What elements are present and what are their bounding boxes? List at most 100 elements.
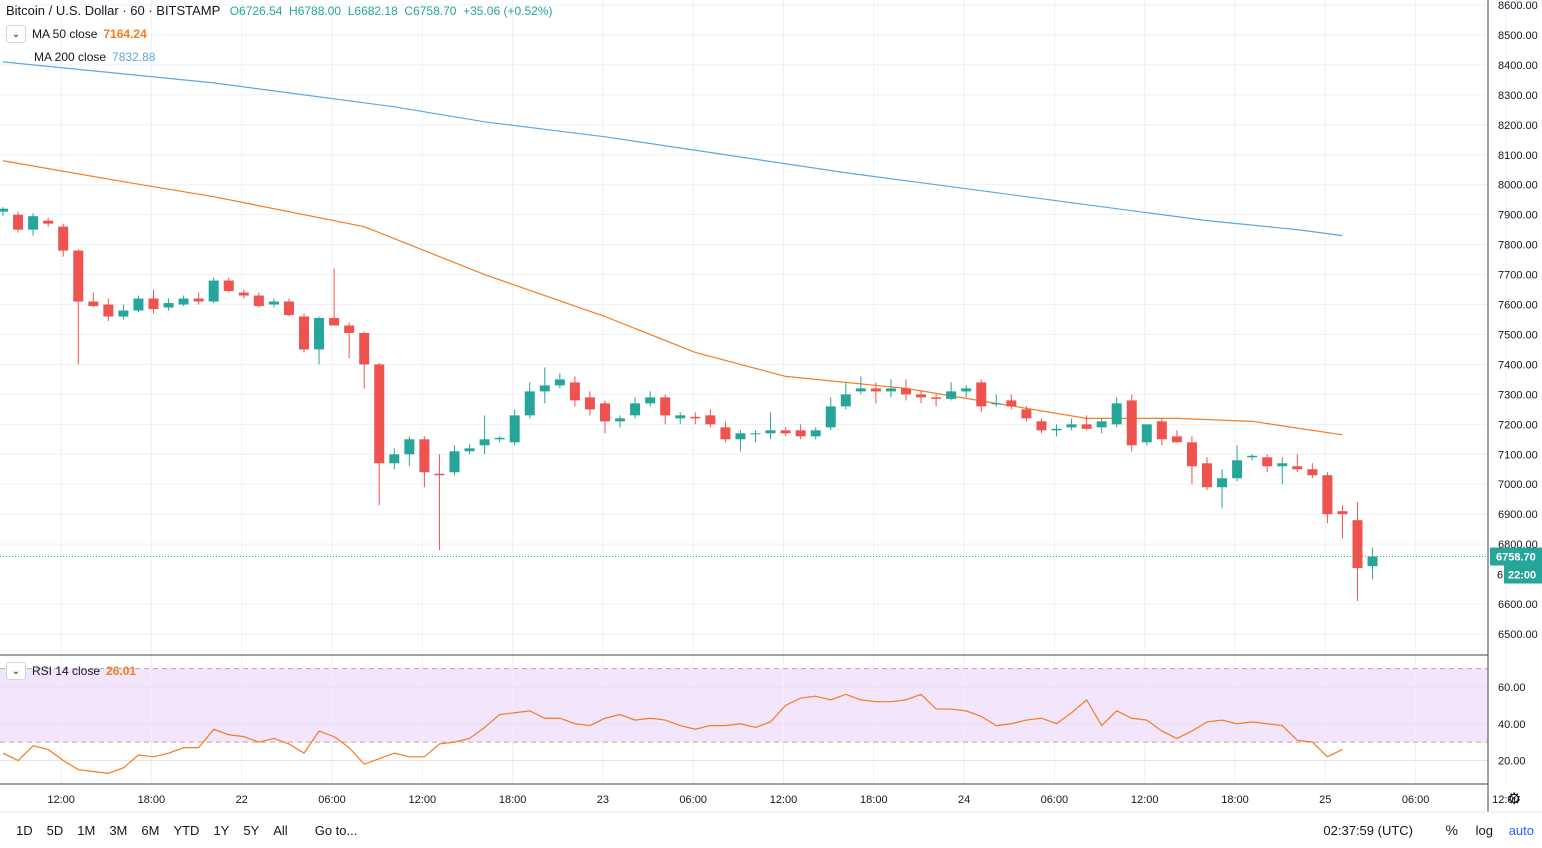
chevron-down-icon: ⌄	[11, 28, 21, 40]
auto-toggle[interactable]: auto	[1508, 823, 1534, 838]
range-ytd[interactable]: YTD	[173, 822, 200, 838]
time-tick-label: 06:00	[679, 794, 707, 806]
candle-up	[1111, 403, 1122, 425]
candle-up	[554, 379, 565, 386]
candle-down	[299, 316, 309, 350]
price-tick-label: 8100.00	[1498, 150, 1538, 162]
utc-clock[interactable]: 02:37:59 (UTC)	[1323, 823, 1413, 838]
candle-down	[1337, 511, 1348, 515]
candle-up	[1367, 556, 1378, 567]
candle-down	[43, 220, 54, 224]
price-tick-label: 7600.00	[1498, 300, 1538, 312]
candle-up	[464, 448, 475, 452]
ohlc-close: C6758.70	[404, 4, 457, 18]
candle-down	[253, 295, 264, 307]
candle-down	[283, 301, 294, 316]
price-tick-label: 7000.00	[1498, 479, 1538, 491]
candle-down	[720, 427, 731, 440]
time-tick-label: 06:00	[318, 794, 346, 806]
range-3m[interactable]: 3M	[109, 822, 128, 838]
candle-up	[615, 418, 626, 422]
candle-down	[660, 397, 671, 416]
time-tick-label: 25	[1319, 794, 1331, 806]
candle-up	[494, 437, 505, 440]
candle-down	[1006, 400, 1017, 407]
candle-down	[359, 332, 370, 365]
candle-down	[193, 298, 204, 302]
range-1y[interactable]: 1Y	[213, 822, 230, 838]
candle-up	[449, 451, 460, 473]
ohlc-change: +35.06 (+0.52%)	[463, 4, 553, 18]
candle-up	[178, 298, 189, 305]
collapse-legend-button[interactable]: ⌄	[6, 25, 26, 43]
candle-down	[103, 304, 114, 317]
range-1d[interactable]: 1D	[16, 822, 33, 838]
price-tick-label: 7900.00	[1498, 210, 1538, 222]
range-all[interactable]: All	[273, 822, 288, 838]
candle-down	[148, 298, 159, 310]
last-price-badge	[1490, 547, 1542, 566]
rsi-line	[2, 693, 1343, 774]
price-tick-label: 7100.00	[1498, 449, 1538, 461]
rsi-label: RSI 14 close	[32, 664, 101, 678]
price-tick-label: 7200.00	[1498, 419, 1538, 431]
price-tick-label: 6500.00	[1498, 629, 1538, 641]
candle-down	[13, 214, 24, 230]
log-toggle[interactable]: log	[1475, 823, 1493, 838]
ohlc-high: H6788.00	[289, 4, 342, 18]
time-tick-label: 22	[236, 794, 248, 806]
price-tick-label: 7400.00	[1498, 359, 1538, 371]
candle-down	[329, 318, 340, 326]
candle-up	[208, 280, 219, 302]
price-tick-label: 8600.00	[1498, 0, 1538, 12]
candle-up	[750, 433, 761, 435]
candle-down	[223, 280, 234, 292]
ma200-legend: MA 200 close 7832.88	[34, 50, 155, 64]
candle-down	[1081, 424, 1092, 429]
candle-up	[961, 388, 972, 392]
candle-down	[58, 226, 69, 251]
candle-down	[1171, 436, 1182, 443]
range-6m[interactable]: 6M	[141, 822, 160, 838]
last-price-text: 6758.70	[1496, 552, 1536, 564]
candle-up	[404, 439, 415, 455]
ma50-value: 7164.24	[103, 27, 147, 41]
time-tick-label: 12:00	[770, 794, 798, 806]
percent-toggle[interactable]: %	[1445, 822, 1458, 838]
candle-up	[1096, 421, 1107, 428]
range-buttons: 1D 5D 1M 3M 6M YTD 1Y 5Y All	[9, 823, 295, 838]
time-tick-label: 12:00	[47, 794, 75, 806]
candle-down	[434, 473, 445, 476]
candle-down	[569, 382, 580, 401]
candle-down	[1352, 520, 1363, 569]
candle-down	[705, 415, 716, 425]
candle-up	[1247, 455, 1258, 458]
collapse-rsi-button[interactable]: ⌄	[6, 662, 26, 680]
candle-down	[1156, 421, 1167, 440]
partial-price-label: 6	[1497, 570, 1503, 582]
ma200-label: MA 200 close	[34, 50, 107, 64]
candle-down	[1307, 469, 1318, 476]
settings-gear-icon[interactable]: ⚙	[1507, 791, 1522, 808]
time-tick-label: 18:00	[1221, 794, 1249, 806]
time-tick-label: 06:00	[1402, 794, 1430, 806]
candle-up	[28, 216, 39, 230]
candle-down	[690, 416, 701, 419]
candle-up	[1277, 463, 1288, 467]
candle-up	[509, 415, 520, 443]
candle-down	[976, 382, 987, 407]
range-5y[interactable]: 5Y	[243, 822, 260, 838]
price-tick-label: 7700.00	[1498, 270, 1538, 282]
goto-button[interactable]: Go to...	[314, 822, 358, 838]
candle-up	[133, 298, 144, 311]
range-5d[interactable]: 5D	[46, 822, 64, 838]
candle-up	[314, 318, 325, 350]
price-tick-label: 6900.00	[1498, 509, 1538, 521]
range-1m[interactable]: 1M	[77, 822, 96, 838]
price-tick-label: 7500.00	[1498, 329, 1538, 341]
price-tick-label: 7300.00	[1498, 389, 1538, 401]
time-tick-label: 12:00	[1492, 794, 1520, 806]
candle-up	[735, 433, 746, 440]
candle-down	[600, 403, 610, 422]
